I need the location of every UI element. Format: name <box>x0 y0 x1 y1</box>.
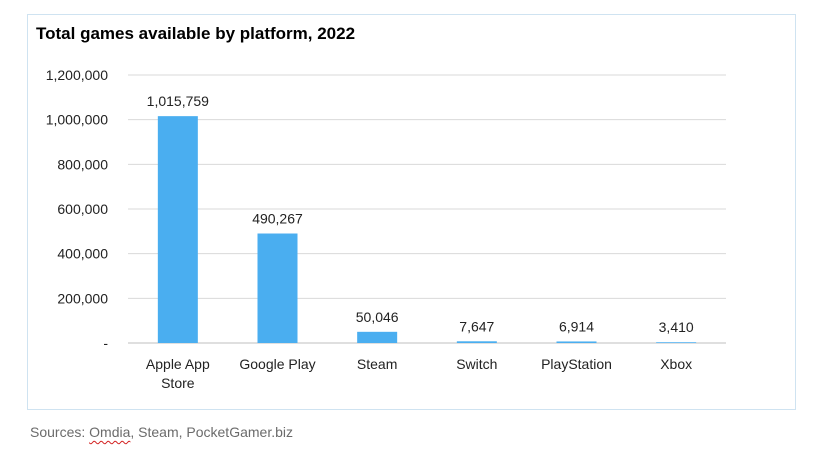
y-tick-label: 1,200,000 <box>46 67 108 83</box>
x-tick-label: Switch <box>456 356 497 372</box>
data-labels: 1,015,759 490,267 50,046 7,647 6,914 3,410 <box>147 93 694 335</box>
bar <box>656 342 697 343</box>
bars <box>157 116 697 343</box>
y-tick-label: 400,000 <box>57 246 108 262</box>
bar <box>357 331 398 343</box>
source-prefix: Sources: <box>30 424 90 440</box>
chart-title: Total games available by platform, 2022 <box>36 24 356 43</box>
y-tick-label: 800,000 <box>57 156 108 172</box>
y-tick-label: 200,000 <box>57 290 108 306</box>
y-axis: - 200,000 400,000 600,000 800,000 1,000,000 1,… <box>46 67 109 351</box>
source-flagged-word: Omdia <box>89 424 131 440</box>
chart-frame <box>27 14 796 410</box>
data-label: 6,914 <box>559 318 594 334</box>
y-tick-label: 1,000,000 <box>46 112 108 128</box>
source-note: Sources: Omdia, Steam, PocketGamer.biz <box>30 424 293 440</box>
data-label: 3,410 <box>659 319 694 335</box>
x-tick-label: Steam <box>357 356 397 372</box>
x-tick-label: PlayStation <box>541 356 612 372</box>
bar <box>157 116 198 343</box>
gridlines <box>128 74 726 344</box>
x-tick-label: Xbox <box>660 356 692 372</box>
data-label: 1,015,759 <box>147 93 209 109</box>
bar <box>456 341 497 343</box>
source-rest: , Steam, PocketGamer.biz <box>130 424 293 440</box>
x-tick-label: Apple App Store <box>146 356 210 391</box>
data-label: 490,267 <box>252 211 303 227</box>
bar <box>257 233 298 343</box>
x-tick-label: Google Play <box>239 356 315 372</box>
bar <box>556 341 597 343</box>
y-tick-label: 600,000 <box>57 201 108 217</box>
x-axis: Apple App Store Google Play Steam Switch Play… <box>146 356 692 391</box>
data-label: 50,046 <box>356 309 399 325</box>
data-label: 7,647 <box>459 318 494 334</box>
y-tick-label: - <box>103 335 108 351</box>
